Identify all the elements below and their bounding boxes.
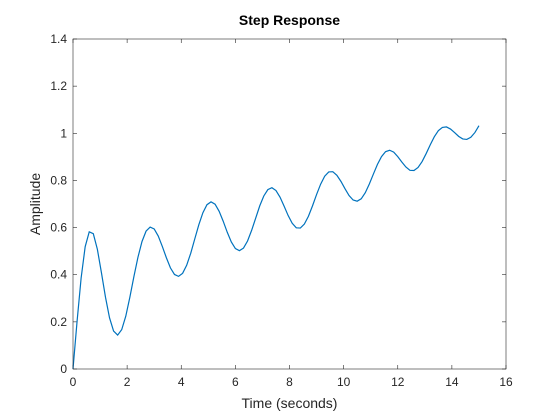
x-tick-label: 2	[124, 375, 131, 389]
y-tick-label: 1.4	[50, 32, 67, 46]
x-tick-label: 10	[337, 375, 351, 389]
x-tick-label: 12	[391, 375, 405, 389]
plot-background	[73, 39, 506, 369]
response-line	[72, 125, 480, 370]
chart-title: Step Response	[239, 12, 340, 28]
y-tick-label: 0	[60, 362, 67, 376]
x-tick-label: 8	[286, 375, 293, 389]
plot-frame	[72, 38, 507, 370]
y-tick-label: 0.8	[50, 173, 67, 187]
y-tick-label: 0.6	[50, 221, 67, 235]
y-tick-label: 1.2	[50, 79, 67, 93]
y-tick-label: 0.4	[50, 268, 67, 282]
y-tick-label: 0.2	[50, 315, 67, 329]
x-tick-label: 14	[445, 375, 459, 389]
y-axis-label: Amplitude	[27, 173, 43, 235]
x-tick-label: 16	[499, 375, 513, 389]
x-tick-label: 4	[178, 375, 185, 389]
x-tick-label: 0	[70, 375, 77, 389]
y-tick-label: 1	[60, 126, 67, 140]
x-axis-ticks: 0 2 4 6 8 10 12 14 16	[70, 39, 513, 389]
x-tick-label: 6	[232, 375, 239, 389]
x-axis-label: Time (seconds)	[242, 395, 338, 411]
y-axis-ticks: 0 0.2 0.4 0.6 0.8 1 1.2 1.4	[50, 32, 506, 376]
